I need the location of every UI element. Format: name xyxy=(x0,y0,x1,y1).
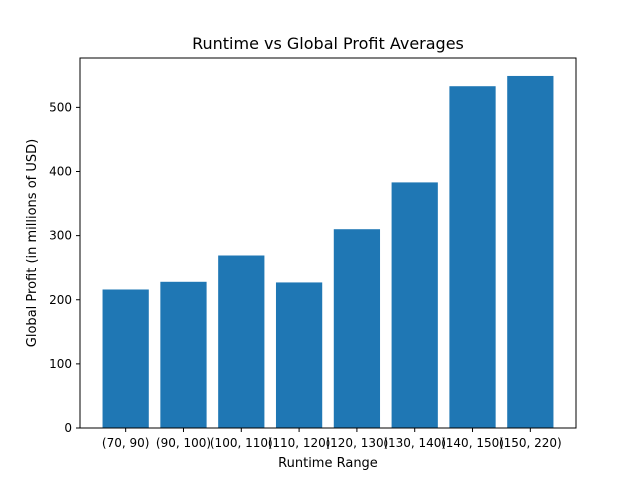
y-tick-label-1: 100 xyxy=(49,357,72,371)
x-tick-label-5: (130, 140) xyxy=(383,436,446,450)
bar-0 xyxy=(102,289,149,428)
x-tick-label-1: (90, 100) xyxy=(156,436,211,450)
bars-group xyxy=(102,75,554,428)
y-tick-label-5: 500 xyxy=(49,100,72,114)
y-tick-label-0: 0 xyxy=(64,421,72,435)
x-tick-label-3: (110, 120) xyxy=(268,436,331,450)
x-tick-label-6: (140, 150) xyxy=(441,436,504,450)
bar-6 xyxy=(449,86,496,428)
bar-4 xyxy=(333,229,381,428)
bar-2 xyxy=(218,255,265,428)
bar-7 xyxy=(507,75,554,428)
x-tick-label-7: (150, 220) xyxy=(499,436,562,450)
bar-5 xyxy=(391,182,438,428)
x-tick-label-2: (100, 110) xyxy=(210,436,273,450)
x-axis-label: Runtime Range xyxy=(278,456,378,471)
y-tick-label-2: 200 xyxy=(49,293,72,307)
x-tick-label-0: (70, 90) xyxy=(102,436,150,450)
y-axis-label: Global Profit (in millions of USD) xyxy=(25,139,40,347)
y-axis: 0 100 200 300 400 500 xyxy=(49,100,80,435)
bar-3 xyxy=(275,282,323,428)
chart-title: Runtime vs Global Profit Averages xyxy=(192,34,464,53)
x-tick-label-4: (120, 130) xyxy=(325,436,388,450)
y-tick-label-3: 300 xyxy=(49,229,72,243)
bar-1 xyxy=(160,281,207,428)
plot-area-frame xyxy=(79,57,577,429)
y-tick-label-4: 400 xyxy=(49,165,72,179)
x-axis: (70, 90) (90, 100)(100, 110)(110, 120)(12… xyxy=(102,428,562,450)
